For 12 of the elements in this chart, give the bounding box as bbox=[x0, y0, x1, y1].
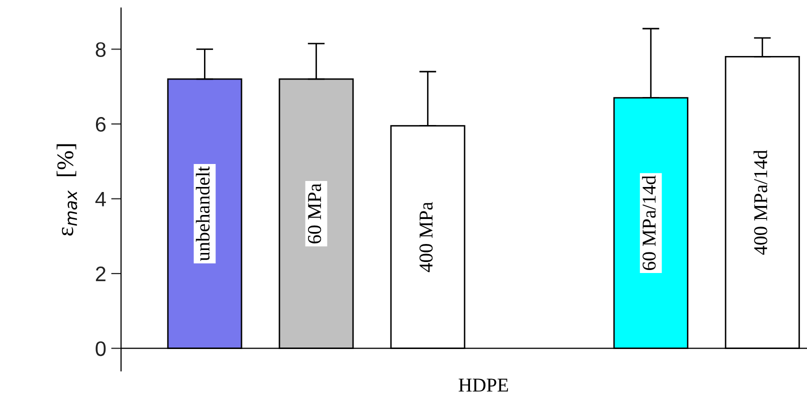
y-tick-label: 8 bbox=[96, 42, 106, 57]
y-tick-label: 4 bbox=[95, 192, 106, 206]
x-tick-label: 400 MPa bbox=[420, 202, 433, 272]
x-tick-label: 400 MPa/14d bbox=[754, 150, 768, 255]
y-tick-label: 2 bbox=[96, 266, 106, 282]
y-tick-label: 6 bbox=[96, 116, 106, 132]
x-tick-label: 60 MPa bbox=[308, 183, 322, 244]
y-tick-label: 0 bbox=[96, 341, 106, 356]
x-tick-label: unbehandelt bbox=[196, 166, 210, 261]
x-axis-title: HDPE bbox=[458, 378, 508, 392]
x-tick-label: 60 MPa/14d bbox=[642, 175, 656, 270]
y-axis-title: ε$_{max}$ [%] bbox=[56, 144, 78, 236]
